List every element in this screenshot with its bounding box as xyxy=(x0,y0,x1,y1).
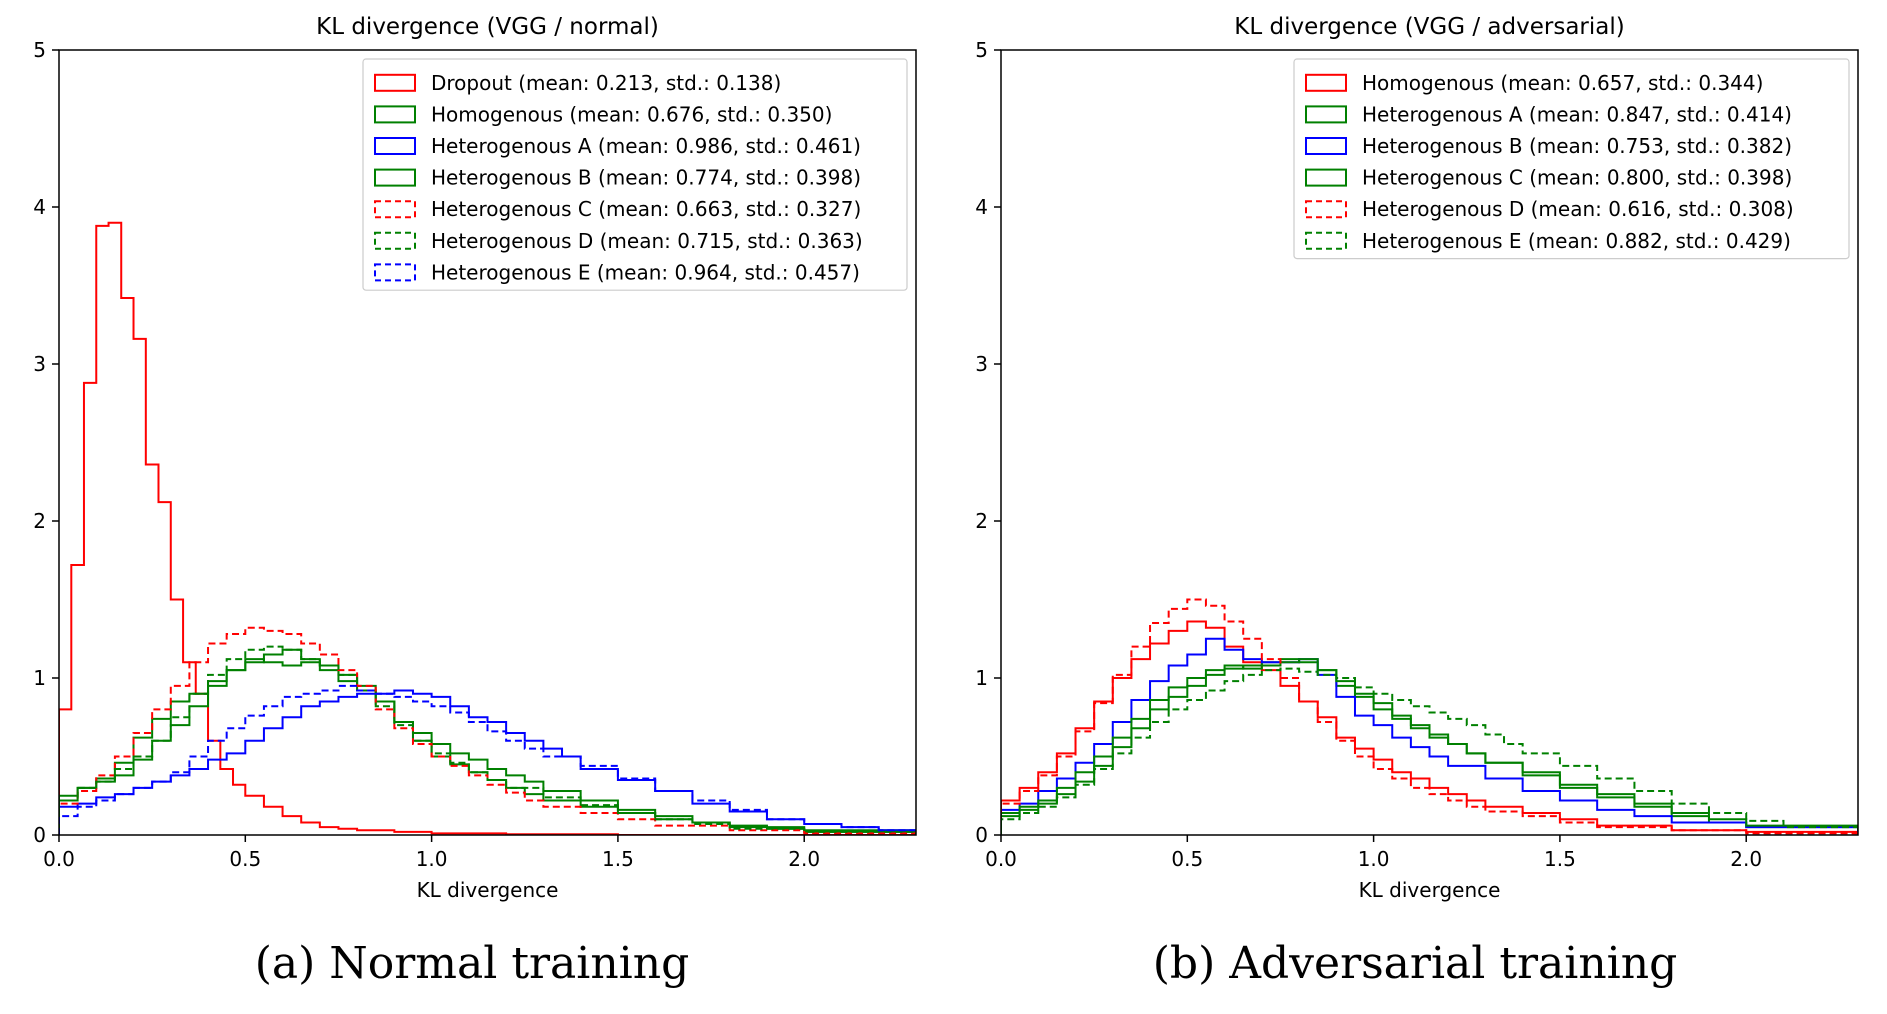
series-line-3 xyxy=(1001,658,1858,835)
x-axis-label: KL divergence xyxy=(1359,878,1501,902)
legend-swatch-0 xyxy=(374,73,416,92)
legend-box xyxy=(362,58,908,291)
series-line-5 xyxy=(59,645,916,835)
y-tick-label-4: 4 xyxy=(33,195,46,219)
chart-panel-adversarial: KL divergence (VGG / adversarial) 0.0 0.5 1… xyxy=(975,14,1859,902)
chart-title: KL divergence (VGG / normal) xyxy=(316,14,659,40)
legend-swatch-5 xyxy=(374,231,416,250)
legend-label-4: Heterogenous C (mean: 0.663, std.: 0.327… xyxy=(431,197,861,221)
x-axis-label: KL divergence xyxy=(417,878,559,902)
caption-normal: (a) Normal training xyxy=(254,938,690,989)
series-group xyxy=(59,221,916,835)
legend-swatch-4 xyxy=(1305,200,1347,219)
legend-swatch-2 xyxy=(1305,137,1347,155)
y-tick-label-1: 1 xyxy=(975,666,988,690)
legend-label-2: Heterogenous A (mean: 0.986, std.: 0.461… xyxy=(431,134,861,158)
y-tick-label-4: 4 xyxy=(975,195,988,219)
y-tick-label-5: 5 xyxy=(975,38,988,62)
legend-swatch-2 xyxy=(374,137,416,155)
series-line-1 xyxy=(59,648,916,835)
x-tick-label-4: 2.0 xyxy=(1730,847,1762,871)
legend-swatch-6 xyxy=(374,263,416,282)
series-line-4 xyxy=(1001,598,1858,835)
x-tick-label-1: 0.5 xyxy=(229,847,261,871)
legend-label-1: Homogenous (mean: 0.676, std.: 0.350) xyxy=(431,102,832,126)
y-tick-label-2: 2 xyxy=(975,509,988,533)
legend-label-6: Heterogenous E (mean: 0.964, std.: 0.457… xyxy=(431,260,860,284)
y-tick-label-3: 3 xyxy=(975,352,988,376)
series-line-5 xyxy=(1001,667,1858,835)
y-tick-label-0: 0 xyxy=(33,823,46,847)
legend-swatch-5 xyxy=(1305,231,1347,250)
legend-label-3: Heterogenous B (mean: 0.774, std.: 0.398… xyxy=(431,166,861,190)
x-tick-label-2: 1.0 xyxy=(416,847,448,871)
legend-label-3: Heterogenous C (mean: 0.800, std.: 0.398… xyxy=(1362,166,1792,190)
caption-adversarial: (b) Adversarial training xyxy=(1152,938,1678,989)
legend-swatch-0 xyxy=(1305,73,1347,92)
legend-label-4: Heterogenous D (mean: 0.616, std.: 0.308… xyxy=(1362,197,1794,221)
legend-label-1: Heterogenous A (mean: 0.847, std.: 0.414… xyxy=(1362,102,1792,126)
series-group xyxy=(1001,598,1858,835)
legend-swatch-1 xyxy=(1305,105,1347,124)
plot-frame xyxy=(1000,49,1859,836)
legend-label-5: Heterogenous D (mean: 0.715, std.: 0.363… xyxy=(431,229,863,253)
x-tick-label-0: 0.0 xyxy=(985,847,1017,871)
legend-box xyxy=(1293,58,1850,260)
y-tick-label-5: 5 xyxy=(33,38,46,62)
x-tick-label-3: 1.5 xyxy=(602,847,634,871)
legend-label-5: Heterogenous E (mean: 0.882, std.: 0.429… xyxy=(1362,229,1791,253)
series-line-0 xyxy=(59,221,916,835)
plot-frame xyxy=(58,49,917,836)
series-line-6 xyxy=(59,684,916,835)
legend-swatch-1 xyxy=(374,105,416,124)
legend-label-0: Dropout (mean: 0.213, std.: 0.138) xyxy=(431,71,781,95)
x-tick-label-4: 2.0 xyxy=(788,847,820,871)
chart-title: KL divergence (VGG / adversarial) xyxy=(1234,14,1624,40)
y-tick-label-1: 1 xyxy=(33,666,46,690)
legend-label-0: Homogenous (mean: 0.657, std.: 0.344) xyxy=(1362,71,1763,95)
legend-swatch-3 xyxy=(374,168,416,187)
y-tick-label-0: 0 xyxy=(975,823,988,847)
y-tick-label-2: 2 xyxy=(33,509,46,533)
x-tick-label-2: 1.0 xyxy=(1358,847,1390,871)
x-tick-label-3: 1.5 xyxy=(1544,847,1576,871)
legend-swatch-4 xyxy=(374,200,416,219)
chart-panel-normal: KL divergence (VGG / normal) 0.0 0.5 1.0 1.5… xyxy=(33,14,917,902)
y-tick-label-3: 3 xyxy=(33,352,46,376)
legend-swatch-3 xyxy=(1305,168,1347,187)
series-line-4 xyxy=(59,626,916,835)
x-tick-label-0: 0.0 xyxy=(43,847,75,871)
x-tick-label-1: 0.5 xyxy=(1171,847,1203,871)
legend-label-2: Heterogenous B (mean: 0.753, std.: 0.382… xyxy=(1362,134,1792,158)
